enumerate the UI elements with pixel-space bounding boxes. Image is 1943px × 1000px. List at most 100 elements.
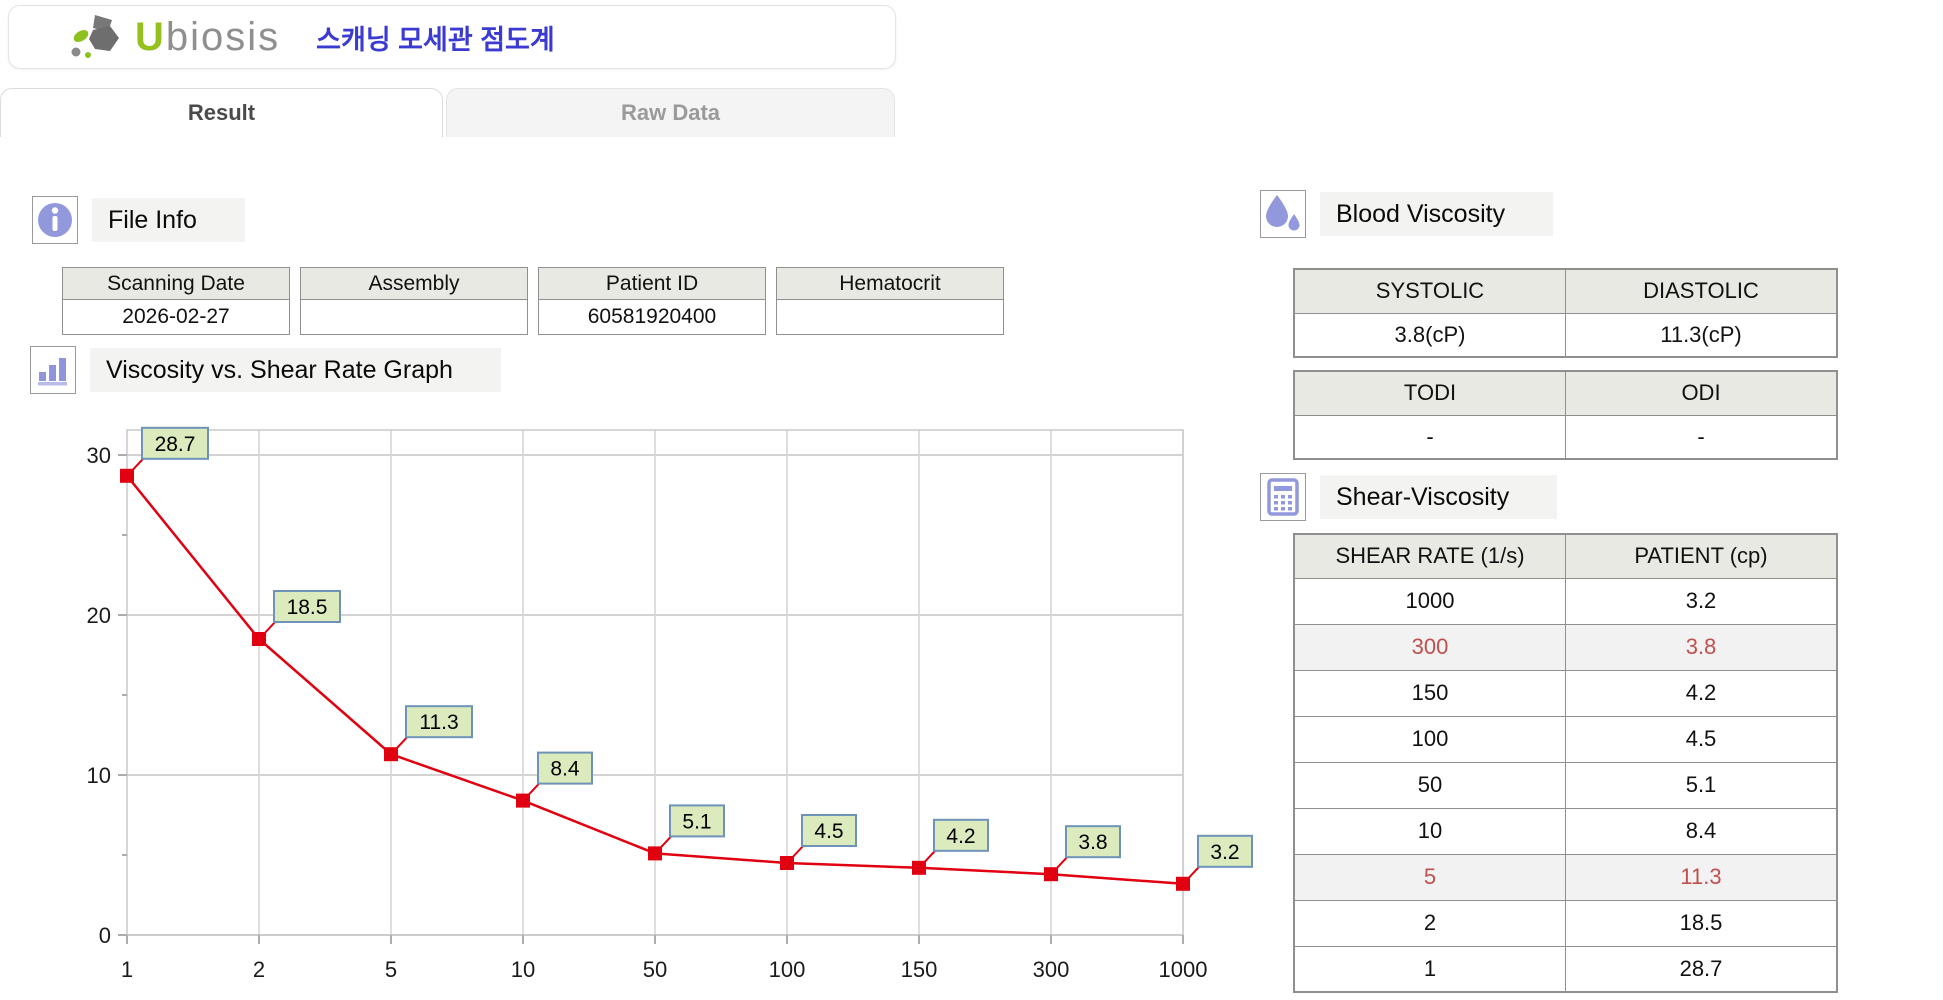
table-cell: 1 bbox=[1293, 945, 1566, 993]
label-callout-line bbox=[393, 735, 409, 752]
chart-data-label: 8.4 bbox=[550, 758, 580, 781]
odi-value: - bbox=[1565, 414, 1838, 460]
x-tick-label: 2 bbox=[253, 957, 265, 982]
chart-data-label-box bbox=[1197, 834, 1253, 868]
file-info-section-header: File Info bbox=[32, 196, 245, 244]
table-cell: 3.2 bbox=[1565, 577, 1838, 625]
label-callout-line bbox=[129, 457, 145, 474]
x-tick-label: 10 bbox=[511, 957, 535, 982]
chart-data-label: 4.2 bbox=[946, 825, 975, 848]
x-tick-label: 150 bbox=[901, 957, 938, 982]
file-info-field-value: 2026-02-27 bbox=[63, 300, 289, 334]
table-cell: 300 bbox=[1293, 623, 1566, 671]
chart-data-label: 11.3 bbox=[419, 711, 458, 734]
file-info-field-label: Scanning Date bbox=[63, 268, 289, 300]
label-callout-line bbox=[789, 844, 805, 861]
table-row: - - bbox=[1293, 414, 1838, 460]
file-info-section-title: File Info bbox=[92, 198, 245, 242]
patient-header: PATIENT (cp) bbox=[1565, 533, 1838, 579]
table-row: 50 5.1 bbox=[1293, 761, 1838, 809]
diastolic-value: 11.3(cP) bbox=[1565, 312, 1838, 358]
x-tick-label: 100 bbox=[769, 957, 806, 982]
chart-data-label: 18.5 bbox=[287, 596, 328, 619]
chart-data-label-box bbox=[933, 818, 989, 852]
chart-data-label-box bbox=[141, 426, 209, 460]
file-info-field-value bbox=[301, 300, 527, 334]
table-cell: 11.3 bbox=[1565, 853, 1838, 901]
label-callout-line bbox=[261, 620, 277, 637]
table-row: 1 28.7 bbox=[1293, 945, 1838, 993]
table-row: 3.8(cP) 11.3(cP) bbox=[1293, 312, 1838, 358]
table-cell: 28.7 bbox=[1565, 945, 1838, 993]
file-info-field-label: Hematocrit bbox=[777, 268, 1003, 300]
table-cell: 5.1 bbox=[1565, 761, 1838, 809]
label-callout-line bbox=[657, 834, 673, 852]
table-cell: 8.4 bbox=[1565, 807, 1838, 855]
table-row: 300 3.8 bbox=[1293, 623, 1838, 671]
ubiosis-logo-icon bbox=[71, 15, 119, 58]
viscosity-chart: 0 10 20 30 1 2 5 10 50 100 150 300 1000 28.7 18.5 11.3 8… bbox=[87, 426, 1253, 982]
table-cell: 4.5 bbox=[1565, 715, 1838, 763]
diastolic-header: DIASTOLIC bbox=[1565, 268, 1838, 314]
blood-drops-icon bbox=[1260, 190, 1306, 238]
bar-chart-icon bbox=[30, 346, 76, 394]
y-tick-label: 10 bbox=[87, 763, 111, 788]
file-info-field: Scanning Date 2026-02-27 bbox=[62, 267, 290, 335]
shear-viscosity-section-header: Shear-Viscosity bbox=[1260, 473, 1558, 521]
graph-section-title: Viscosity vs. Shear Rate Graph bbox=[90, 348, 501, 392]
table-cell: 1000 bbox=[1293, 577, 1566, 625]
x-tick-label: 50 bbox=[643, 957, 667, 982]
chart-data-label: 4.5 bbox=[814, 820, 843, 843]
shear-viscosity-section-title: Shear-Viscosity bbox=[1320, 475, 1558, 519]
file-info-field-label: Patient ID bbox=[539, 268, 765, 300]
chart-data-label: 3.8 bbox=[1078, 831, 1107, 854]
blood-viscosity-table: SYSTOLIC DIASTOLIC 3.8(cP) 11.3(cP) bbox=[1293, 268, 1838, 358]
chart-data-label-box bbox=[405, 705, 473, 739]
table-cell: 50 bbox=[1293, 761, 1566, 809]
blood-viscosity-section-title: Blood Viscosity bbox=[1320, 192, 1554, 236]
chart-data-label-box bbox=[669, 804, 725, 838]
graph-section-header: Viscosity vs. Shear Rate Graph bbox=[30, 346, 501, 394]
info-icon bbox=[32, 196, 78, 244]
chart-data-label: 28.7 bbox=[155, 433, 196, 456]
ubiosis-logo: Ubiosis bbox=[67, 11, 280, 63]
chart-data-label-box bbox=[273, 590, 341, 623]
x-tick-label: 300 bbox=[1033, 957, 1070, 982]
table-cell: 3.8 bbox=[1565, 623, 1838, 671]
file-info-field-value bbox=[777, 300, 1003, 334]
todi-odi-table: TODI ODI - - bbox=[1293, 370, 1838, 460]
chart-data-label-box bbox=[801, 814, 857, 847]
app-header: Ubiosis 스캐닝 모세관 점도계 bbox=[8, 5, 896, 69]
table-cell: 100 bbox=[1293, 715, 1566, 763]
shear-viscosity-tbody: 1000 3.2 300 3.8 150 4.2 100 4.5 50 5.1 10 8.4 5 11.3… bbox=[1293, 577, 1838, 993]
table-cell: 4.2 bbox=[1565, 669, 1838, 717]
y-tick-label: 20 bbox=[87, 603, 111, 628]
file-info-field: Hematocrit bbox=[776, 267, 1004, 335]
label-callout-line bbox=[1185, 865, 1201, 882]
table-cell: 150 bbox=[1293, 669, 1566, 717]
blood-viscosity-section-header: Blood Viscosity bbox=[1260, 190, 1554, 238]
calculator-icon bbox=[1260, 473, 1306, 521]
chart-axes: 0 10 20 30 1 2 5 10 50 100 150 300 1000 bbox=[87, 443, 1208, 982]
table-cell: 2 bbox=[1293, 899, 1566, 947]
todi-value: - bbox=[1293, 414, 1566, 460]
tab-result[interactable]: Result bbox=[0, 88, 443, 137]
y-tick-label: 0 bbox=[99, 923, 111, 948]
table-cell: 5 bbox=[1293, 853, 1566, 901]
file-info-field: Assembly bbox=[300, 267, 528, 335]
table-row: 5 11.3 bbox=[1293, 853, 1838, 901]
table-header-row: TODI ODI bbox=[1293, 370, 1838, 416]
table-cell: 10 bbox=[1293, 807, 1566, 855]
table-row: 150 4.2 bbox=[1293, 669, 1838, 717]
file-info-field-label: Assembly bbox=[301, 268, 527, 300]
x-tick-label: 1 bbox=[121, 957, 133, 982]
tab-raw-data[interactable]: Raw Data bbox=[446, 88, 895, 137]
shear-viscosity-table: SHEAR RATE (1/s) PATIENT (cp) 1000 3.2 300… bbox=[1293, 533, 1838, 993]
todi-header: TODI bbox=[1293, 370, 1566, 416]
logo-letter-u: U bbox=[135, 15, 166, 59]
table-cell: 18.5 bbox=[1565, 899, 1838, 947]
table-row: 10 8.4 bbox=[1293, 807, 1838, 855]
label-callout-line bbox=[525, 781, 541, 799]
table-header-row: SHEAR RATE (1/s) PATIENT (cp) bbox=[1293, 533, 1838, 579]
viscosity-chart-container: 0 10 20 30 1 2 5 10 50 100 150 300 1000 28.7 18.5 11.3 8… bbox=[60, 418, 1270, 995]
